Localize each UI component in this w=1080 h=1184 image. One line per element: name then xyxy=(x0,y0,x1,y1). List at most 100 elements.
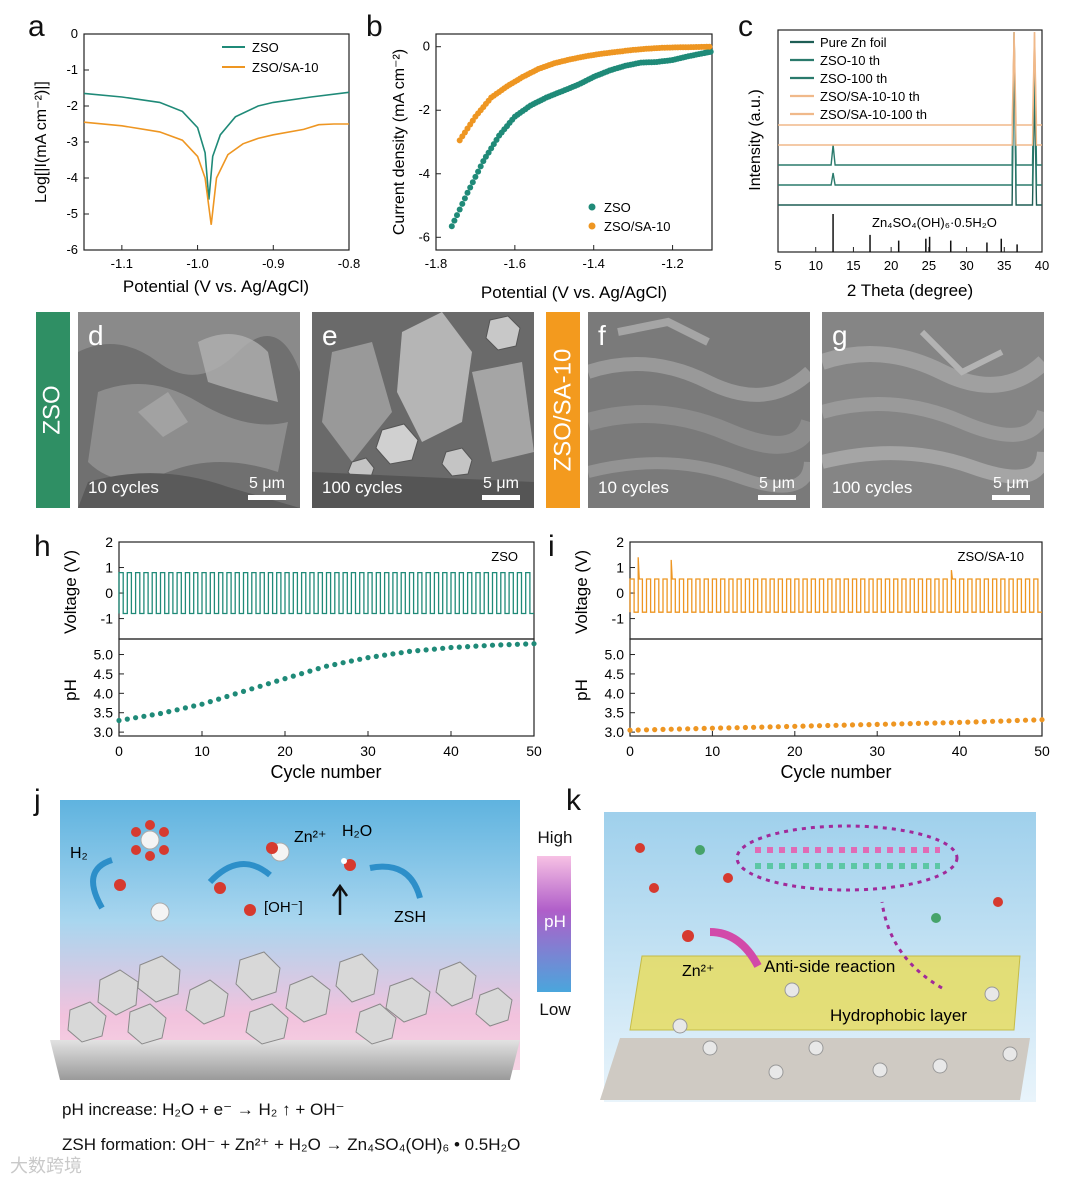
i-ph-point-27 xyxy=(849,722,856,728)
h-ph-point-21 xyxy=(290,673,296,679)
h-ph-point-44 xyxy=(481,643,487,649)
b-point-zso-0-5 xyxy=(461,195,468,202)
h-ph-point-41 xyxy=(456,644,462,650)
i-tag: ZSO/SA-10 xyxy=(958,549,1024,564)
i-ph-point-41 xyxy=(965,719,971,725)
sem-image-e: e 100 cycles 5 μm xyxy=(312,312,534,508)
h-ph-point-32 xyxy=(382,652,388,658)
sem-scale-text-e: 5 μm xyxy=(483,475,519,492)
b-xtick-label-0: -1.8 xyxy=(425,256,447,271)
sem-image-d: d 10 cycles 5 μm xyxy=(78,312,300,508)
xrd-xlabel: 2 Theta (degree) xyxy=(847,281,973,300)
c-xtick-label-0: 5 xyxy=(774,258,781,273)
sem-image-f: f 10 cycles 5 μm xyxy=(588,312,810,508)
h-xtick-label-3: 30 xyxy=(360,743,376,759)
i-ph-point-35 xyxy=(915,720,921,726)
b-ytick-label-2: -4 xyxy=(418,166,430,181)
i-ph-point-50 xyxy=(1039,717,1045,723)
i-xtick-label-0: 0 xyxy=(626,743,634,759)
i-ph-point-47 xyxy=(1014,717,1020,724)
h-vtick-label-2: 0 xyxy=(105,585,113,601)
b-ytick-label-0: 0 xyxy=(423,39,430,54)
b-point-zso-0-4 xyxy=(459,200,466,207)
i-vtick-label-3: -1 xyxy=(612,611,625,627)
i-xtick-label-3: 30 xyxy=(869,743,885,759)
panel-letter-i: i xyxy=(548,530,555,563)
b-point-zso-0-1 xyxy=(451,217,458,224)
c-legend-label-2: ZSO-100 th xyxy=(820,71,887,86)
sem-label-d: 10 cycles xyxy=(88,478,159,497)
b-xtick-label-2: -1.4 xyxy=(583,256,605,271)
i-voltage-trace xyxy=(629,557,1042,613)
panel-letter-k: k xyxy=(566,784,581,817)
ph-scale-high: High xyxy=(537,828,573,847)
h-ph-point-9 xyxy=(191,703,197,709)
b-point-zso-1-4 xyxy=(475,168,482,175)
h-ph-point-46 xyxy=(498,642,504,648)
b-point-zso-2-0 xyxy=(480,158,487,165)
a-ytick-label-2: -2 xyxy=(66,98,78,113)
tafel-chart: -1.1 -1.0 -0.9 -0.8 0 -1 -2 -3 -4 -5 -6 ZSO ZSO/SA… xyxy=(33,26,360,296)
c-xtick-label-2: 15 xyxy=(846,258,860,273)
xrd-plot-frame xyxy=(777,29,1043,253)
b-point-zso-0-3 xyxy=(456,206,463,213)
panel-letter-j: j xyxy=(34,784,41,817)
h-ph-point-39 xyxy=(440,645,446,651)
c-legend-label-3: ZSO/SA-10-10 th xyxy=(820,89,920,104)
h-ph-label: pH xyxy=(61,679,80,701)
h-ph-point-30 xyxy=(365,655,371,661)
h-ph-point-36 xyxy=(415,648,421,654)
h-xtick-label-1: 10 xyxy=(194,743,210,759)
h-ph-point-28 xyxy=(348,658,354,664)
i-ph-point-25 xyxy=(833,722,839,728)
j-ions xyxy=(114,820,356,922)
i-voltage-label: Voltage (V) xyxy=(572,550,591,634)
b-xtick-label-1: -1.6 xyxy=(504,256,526,271)
h-ph-point-35 xyxy=(406,648,413,654)
i-ph-point-22 xyxy=(808,723,814,729)
i-ph-point-20 xyxy=(792,723,798,729)
schematic-j: H₂ Zn²⁺ H₂O [OH⁻] ZSH xyxy=(50,800,520,1080)
i-ph-point-15 xyxy=(751,724,757,730)
h-ph-point-24 xyxy=(315,666,321,672)
h-ph-point-17 xyxy=(257,683,263,689)
i-ph-point-24 xyxy=(825,722,831,729)
sem-letter-e: e xyxy=(322,320,338,351)
k-anti-label: Anti-side reaction xyxy=(764,957,895,976)
i-ph-point-23 xyxy=(816,723,823,729)
a-xtick-label-3: -0.8 xyxy=(338,256,360,271)
h-ph-point-34 xyxy=(398,650,404,656)
i-ph-point-8 xyxy=(693,726,699,732)
i-ph-point-3 xyxy=(652,727,658,733)
h-ph-point-33 xyxy=(390,651,396,657)
h-ph-point-37 xyxy=(423,647,429,653)
h-ph-point-47 xyxy=(506,642,512,648)
h-ph-point-25 xyxy=(323,663,330,669)
panel-letter-h: h xyxy=(34,530,51,563)
j-equation-ph: pH increase: H₂O + e⁻ → H₂ ↑ + OH⁻ xyxy=(62,1100,345,1119)
c-xtick-label-4: 25 xyxy=(922,258,936,273)
i-ph-point-6 xyxy=(676,726,682,732)
b-point-zso-1-5 xyxy=(477,163,484,170)
i-xtick-label-5: 50 xyxy=(1034,743,1050,759)
sem-letter-d: d xyxy=(88,320,104,351)
i-ph-point-28 xyxy=(858,722,864,728)
i-xtick-label-2: 20 xyxy=(787,743,803,759)
i-ph-point-26 xyxy=(841,722,847,728)
h-ph-point-45 xyxy=(489,642,496,648)
i-vtick-label-1: 1 xyxy=(616,560,624,576)
i-ph-point-42 xyxy=(973,719,979,725)
i-ph-point-10 xyxy=(709,725,715,731)
k-hydro-label: Hydrophobic layer xyxy=(830,1006,967,1025)
i-ph-point-32 xyxy=(891,721,897,727)
a-ytick-label-5: -5 xyxy=(66,206,78,221)
i-ph-point-16 xyxy=(759,724,765,730)
b-point-zso-0-0 xyxy=(448,223,455,230)
j-oh-label: [OH⁻] xyxy=(264,899,303,916)
h-ph-point-29 xyxy=(357,656,363,662)
i-xtick-label-4: 40 xyxy=(952,743,968,759)
i-ph-point-39 xyxy=(948,720,954,726)
i-ph-point-7 xyxy=(685,726,691,732)
ph-scale-low: Low xyxy=(539,1000,571,1019)
i-ph-point-18 xyxy=(775,724,781,730)
